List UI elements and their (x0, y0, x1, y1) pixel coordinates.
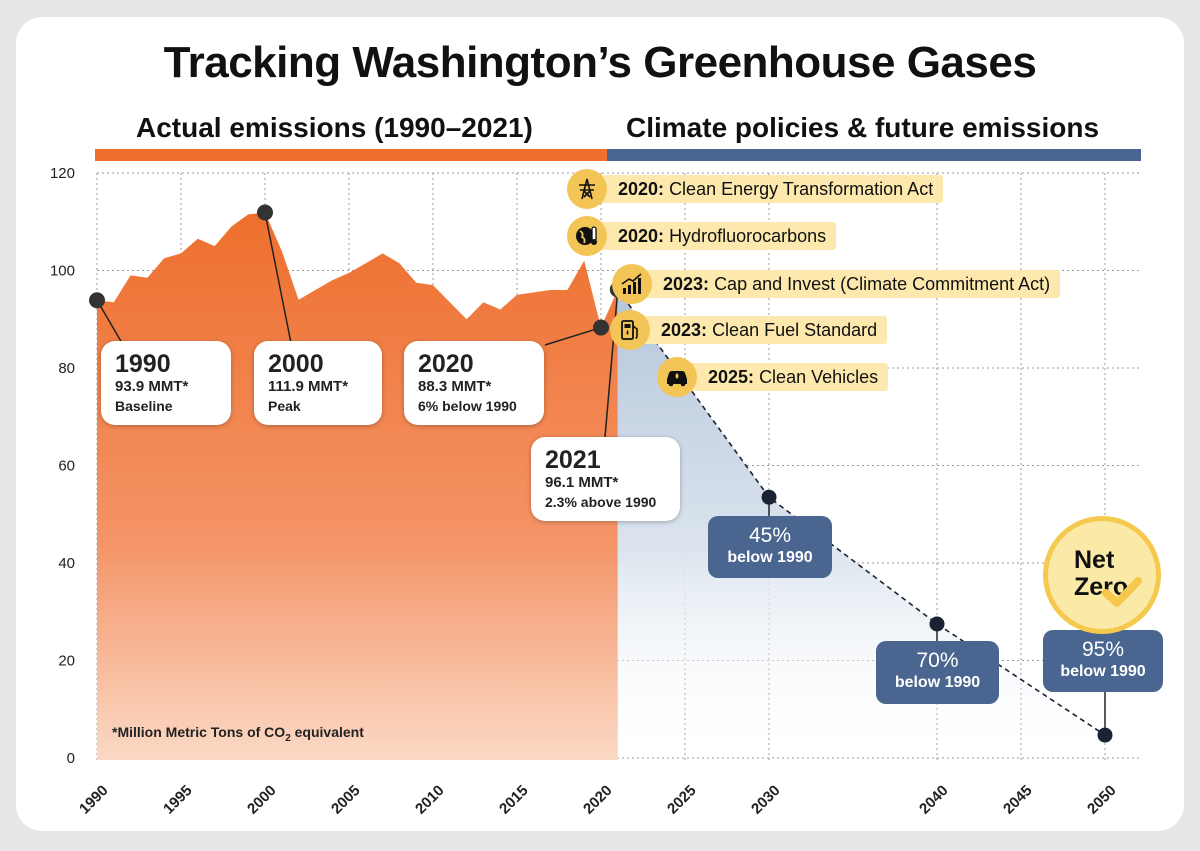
callout-note: Peak (268, 398, 301, 414)
policy-name: Cap and Invest (Climate Commitment Act) (714, 274, 1051, 294)
target-trajectory-line (617, 289, 1106, 736)
net-zero-line1: Net (1074, 546, 1115, 574)
policy-clean-energy: 2020: Clean Energy Transformation Act (598, 175, 944, 203)
y-tick-label: 20 (58, 653, 75, 670)
callout-year: 1990 (115, 350, 171, 378)
target-percent: 95% (1081, 638, 1125, 661)
transmission-tower-icon (567, 169, 607, 209)
policy-clean-fuel: 2023: Clean Fuel Standard (641, 316, 888, 344)
leader-line (96, 299, 123, 344)
callout-leaders (96, 212, 1106, 736)
x-tick-label: 2000 (244, 782, 280, 818)
actual-section-bar (95, 149, 607, 161)
target-2050: 95% below 1990 (1043, 630, 1163, 692)
callout-value: 88.3 MMT* (418, 378, 492, 395)
policy-name: Hydrofluorocarbons (669, 226, 827, 246)
policy-cap-and-invest: 2023: Cap and Invest (Climate Commitment… (643, 270, 1061, 298)
footnote-text: *Million Metric Tons of CO (112, 724, 286, 740)
footnote: *Million Metric Tons of CO2 equivalent (112, 724, 364, 744)
policy-year: 2020: (618, 226, 665, 246)
target-percent: 70% (916, 649, 959, 672)
target-label: below 1990 (894, 674, 981, 691)
highlight-point (593, 319, 609, 336)
x-tick-label: 1995 (160, 782, 196, 818)
target-point (761, 489, 777, 505)
fuel-pump-icon (610, 310, 650, 350)
callout-value: 96.1 MMT* (545, 474, 619, 491)
policy-year: 2020: (618, 179, 665, 199)
x-tick-label: 1990 (76, 782, 112, 818)
section-heading-future: Climate policies & future emissions (626, 112, 1100, 143)
rising-bar-chart-icon (612, 264, 652, 304)
policy-hydrofluorocarbons: 2020: Hydrofluorocarbons (598, 222, 837, 250)
electric-car-icon (657, 357, 697, 397)
net-zero-badge: Net Zero (1043, 516, 1161, 634)
x-tick-label: 2020 (580, 782, 616, 818)
x-tick-label: 2015 (496, 782, 532, 818)
callout-note: 2.3% above 1990 (545, 494, 657, 510)
x-tick-label: 2005 (328, 782, 364, 818)
callout-value: 111.9 MMT* (268, 378, 349, 395)
checkmark-icon (1102, 577, 1142, 607)
y-tick-label: 40 (58, 555, 75, 572)
y-axis-labels: 0 20 40 60 80 100 120 (50, 165, 75, 767)
future-emissions-area (617, 289, 1105, 758)
x-tick-label: 2045 (1000, 782, 1036, 818)
x-tick-label: 2025 (664, 782, 700, 818)
policy-name: Clean Fuel Standard (712, 320, 878, 340)
x-tick-label: 2050 (1084, 782, 1120, 818)
policy-clean-vehicles: 2025: Clean Vehicles (688, 363, 889, 391)
policy-year: 2023: (661, 320, 708, 340)
leader-line (264, 212, 292, 344)
section-heading-actual: Actual emissions (1990–2021) (136, 112, 533, 143)
x-axis-labels: 1990 1995 2000 2005 2010 2015 2020 2025 2030 2040… (76, 782, 1120, 818)
y-tick-label: 120 (50, 165, 75, 182)
target-point (929, 616, 945, 632)
policy-name: Clean Energy Transformation Act (669, 179, 934, 199)
target-label: below 1990 (727, 549, 813, 566)
policy-year: 2023: (663, 274, 710, 294)
policy-year: 2025: (708, 367, 755, 387)
x-tick-label: 2040 (916, 782, 952, 818)
y-tick-label: 100 (50, 263, 75, 280)
callout-note: 6% below 1990 (418, 398, 517, 414)
callout-year: 2000 (268, 350, 324, 378)
callout-2021: 2021 96.1 MMT* 2.3% above 1990 (531, 437, 680, 521)
leader-line (544, 326, 602, 346)
page-title: Tracking Washington’s Greenhouse Gases (163, 38, 1037, 87)
y-tick-label: 0 (67, 750, 75, 767)
globe-thermometer-icon (567, 216, 607, 256)
callout-year: 2021 (545, 446, 601, 474)
target-percent: 45% (748, 524, 792, 547)
highlight-point (257, 204, 273, 221)
callout-1990: 1990 93.9 MMT* Baseline (101, 341, 231, 425)
callout-value: 93.9 MMT* (115, 378, 189, 395)
callout-2020: 2020 88.3 MMT* 6% below 1990 (404, 341, 544, 425)
leader-line (604, 289, 619, 438)
footnote-tail: equivalent (290, 724, 364, 740)
future-section-bar (607, 149, 1141, 161)
callout-2000: 2000 111.9 MMT* Peak (254, 341, 382, 425)
y-tick-label: 80 (58, 360, 75, 377)
x-tick-label: 2030 (748, 782, 784, 818)
target-2040: 70% below 1990 (876, 641, 999, 704)
target-label: below 1990 (1060, 663, 1146, 680)
highlight-point (89, 292, 105, 309)
policy-name: Clean Vehicles (759, 367, 879, 387)
footnote-subscript: 2 (285, 732, 291, 744)
callout-note: Baseline (115, 398, 173, 414)
x-tick-label: 2010 (412, 782, 448, 818)
y-tick-label: 60 (58, 458, 75, 475)
callout-year: 2020 (418, 350, 474, 378)
target-point (1097, 727, 1113, 743)
target-2030: 45% below 1990 (708, 516, 832, 578)
